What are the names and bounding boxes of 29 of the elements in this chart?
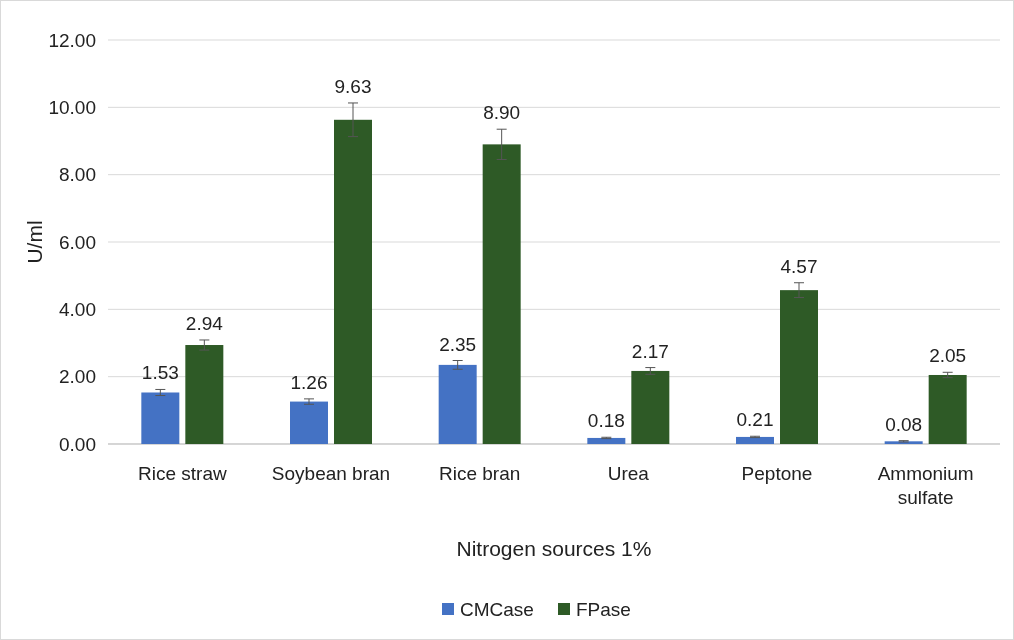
y-tick-label: 8.00	[59, 164, 96, 186]
y-tick-label: 6.00	[59, 231, 96, 253]
x-tick-label: Rice straw	[137, 463, 227, 484]
x-tick-label: Soybean bran	[271, 463, 391, 484]
x-axis-title: Nitrogen sources 1%	[456, 537, 652, 560]
data-label: 2.35	[439, 333, 477, 355]
y-tick-label: 12.00	[48, 29, 96, 51]
data-label: 4.57	[780, 255, 818, 277]
data-label: 0.18	[587, 410, 625, 432]
legend-label: CMCase	[460, 598, 534, 620]
y-axis-title: U/ml	[23, 220, 46, 264]
y-tick-label: 10.00	[48, 96, 96, 118]
x-tick-label: Urea	[607, 463, 650, 484]
x-tick-label: Rice bran	[439, 463, 521, 484]
data-label: 9.63	[334, 75, 372, 97]
data-label: 2.17	[631, 340, 669, 362]
legend-label: FPase	[576, 598, 631, 620]
data-label: 2.05	[929, 345, 967, 367]
x-tick-label: Ammonium sulfate	[877, 463, 974, 508]
data-label: 1.26	[290, 371, 328, 393]
data-label: 2.94	[185, 312, 224, 334]
data-label: 1.53	[141, 362, 179, 384]
y-tick-label: 2.00	[59, 366, 96, 388]
y-tick-label: 0.00	[59, 433, 96, 455]
data-label: 0.08	[885, 413, 923, 435]
x-tick-label: Peptone	[741, 463, 813, 484]
data-label: 8.90	[483, 102, 521, 124]
data-label: 0.21	[736, 409, 774, 431]
y-tick-label: 4.00	[59, 298, 96, 320]
